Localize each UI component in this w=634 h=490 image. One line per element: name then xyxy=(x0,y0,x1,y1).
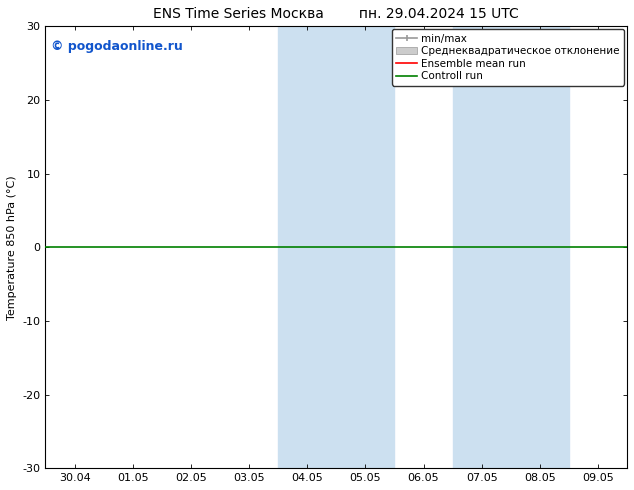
Bar xyxy=(278,26,394,468)
Title: ENS Time Series Москва        пн. 29.04.2024 15 UTC: ENS Time Series Москва пн. 29.04.2024 15… xyxy=(153,7,519,21)
Text: © pogodaonline.ru: © pogodaonline.ru xyxy=(51,40,183,52)
Y-axis label: Temperature 850 hPa (°C): Temperature 850 hPa (°C) xyxy=(7,175,17,319)
Bar xyxy=(453,26,569,468)
Legend: min/max, Среднеквадратическое отклонение, Ensemble mean run, Controll run: min/max, Среднеквадратическое отклонение… xyxy=(392,29,624,86)
